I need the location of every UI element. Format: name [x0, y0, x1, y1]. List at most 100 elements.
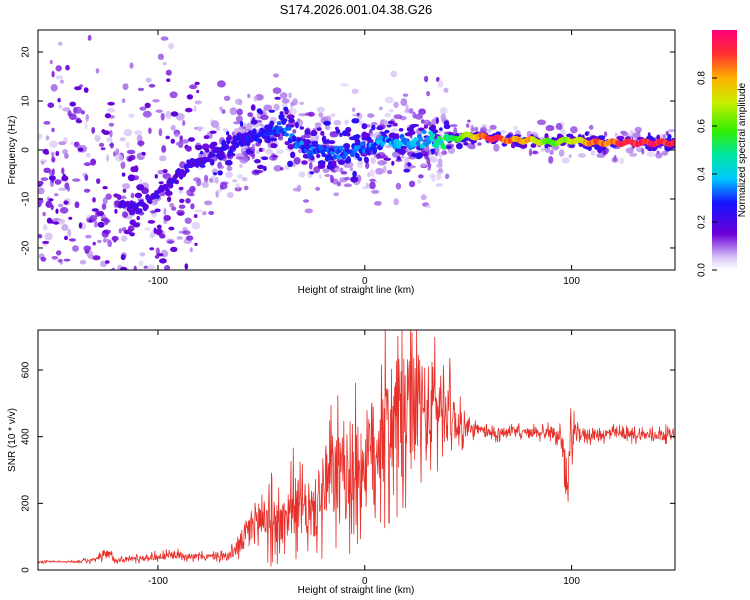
spectrogram-blob: [100, 147, 106, 151]
spectrogram-speckle: [51, 151, 55, 159]
spectrogram-speckle: [85, 234, 92, 239]
spectrogram-ridge-cell: [274, 125, 280, 131]
spectrogram-blob: [394, 148, 402, 153]
spectrogram-speckle: [340, 83, 349, 87]
spectrogram-speckle: [391, 151, 401, 158]
spectrogram-blob: [38, 201, 41, 208]
spectrogram-blob: [407, 162, 412, 167]
spectrogram-blob: [270, 137, 278, 142]
spectrogram-speckle: [109, 129, 113, 138]
spectrogram-ridge-cell: [165, 187, 170, 194]
colorbar-scale: [712, 30, 737, 270]
spectrogram-blob: [203, 135, 210, 140]
spectrogram-blob: [147, 220, 156, 224]
spectrogram-speckle: [58, 141, 66, 146]
spectrogram-speckle: [315, 186, 321, 191]
spectrogram-blob: [318, 162, 326, 167]
spectrogram-speckle: [540, 147, 545, 152]
spectrogram-blob: [163, 215, 171, 221]
spectrogram-speckle: [169, 91, 178, 99]
spectrogram-speckle: [393, 114, 403, 120]
spectrogram-speckle: [438, 167, 443, 173]
spectrogram-speckle: [537, 119, 546, 126]
spectrogram-speckle: [165, 69, 172, 76]
spectrogram-speckle: [139, 106, 147, 111]
spectrogram-speckle: [226, 165, 233, 172]
spectrogram-speckle: [236, 108, 243, 116]
spectrogram-speckle: [489, 124, 497, 130]
snr-series-line: [38, 330, 675, 567]
spectrogram-blob: [337, 160, 345, 165]
spectrogram-blob: [217, 170, 223, 176]
spectrogram-speckle: [303, 199, 309, 203]
spectrogram-speckle: [304, 208, 313, 214]
spectrogram-ridge-cell: [260, 128, 266, 133]
spectrogram-speckle: [194, 100, 202, 105]
spectrogram-speckle: [139, 252, 146, 257]
spectrogram-blob: [320, 130, 325, 136]
spectrogram-speckle: [72, 245, 79, 252]
spectrogram-speckle: [330, 113, 336, 118]
spectrogram-blob: [616, 135, 625, 141]
spectrogram-ridge-cell: [228, 149, 234, 155]
spectrogram-speckle: [148, 127, 152, 134]
snr-frame: [37, 329, 676, 571]
spectrogram-speckle: [369, 133, 375, 138]
spectrogram-speckle: [107, 240, 113, 248]
spectrogram-speckle: [375, 167, 384, 175]
spectrogram-blob: [68, 238, 77, 242]
spectrogram-blob: [311, 140, 319, 145]
spectrogram-speckle: [356, 112, 360, 117]
spectrogram-ridge-cell: [291, 135, 297, 142]
spectrogram-blob: [196, 89, 200, 94]
spectrogram-speckle: [67, 228, 72, 237]
spectrogram-speckle: [59, 79, 64, 84]
spectrogram-ridge-cell: [354, 152, 360, 159]
spectrogram-blob: [149, 247, 155, 251]
spectrogram-speckle: [102, 270, 107, 273]
spectrogram-speckle: [163, 207, 167, 216]
spectrogram-speckle: [126, 149, 136, 155]
spectrogram-blob: [250, 119, 258, 125]
spectrogram-blob: [288, 118, 295, 123]
spectrogram-blob: [185, 235, 194, 241]
spectrogram-speckle: [588, 124, 594, 130]
spectrogram-ridge-cell: [284, 132, 289, 137]
spectrogram-blob: [311, 129, 317, 135]
spectrogram-blob: [136, 215, 140, 221]
spectrogram-speckle: [62, 149, 68, 155]
spectrogram-blob: [409, 124, 416, 129]
spectrogram-ridge-cell: [248, 130, 254, 135]
spectrogram-speckle: [555, 122, 563, 131]
spectrogram-speckle: [374, 201, 382, 206]
spectrogram-speckle: [84, 122, 88, 130]
spectrogram-speckle: [155, 109, 163, 113]
spectrogram-speckle: [55, 65, 62, 72]
spectrogram-speckle: [49, 59, 53, 65]
spectrogram-blob: [283, 106, 289, 112]
spectrogram-speckle: [247, 112, 254, 117]
spectrogram-blob: [121, 172, 126, 177]
spectrogram-speckle: [273, 165, 283, 172]
spectrogram-blob: [178, 186, 184, 191]
spectrogram-speckle: [405, 104, 409, 111]
colorbar-tick-label: 0.4: [697, 167, 708, 181]
spectrogram-blob: [127, 157, 133, 162]
spectrogram-speckle: [420, 163, 427, 168]
spectrogram-blob: [179, 135, 183, 142]
spectrogram-speckle: [114, 302, 119, 305]
spectrogram-blob: [84, 249, 90, 254]
spectrogram-speckle: [333, 119, 342, 126]
spectrogram-ridge-cell: [265, 135, 271, 142]
spectrogram-blob: [439, 127, 443, 131]
spectrogram-speckle: [441, 150, 448, 156]
spectrogram-speckle: [545, 125, 555, 132]
spectrogram-speckle: [558, 149, 565, 157]
spectrogram-speckle: [85, 152, 91, 158]
snr-xtick-label: 0: [362, 576, 368, 587]
spectrogram-ridge-cell: [307, 152, 313, 160]
spectrogram-speckle: [38, 187, 45, 195]
colorbar-tick-label: 0.6: [697, 119, 708, 133]
spectrogram-ridge-cell: [116, 194, 122, 201]
spectrogram-blob: [290, 151, 296, 159]
